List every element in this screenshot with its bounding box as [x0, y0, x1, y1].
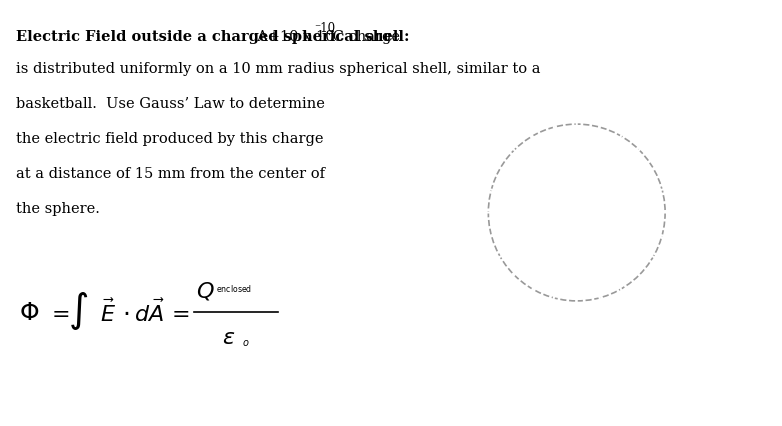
Text: $=$: $=$ [167, 302, 190, 324]
Text: $\vec{E}$: $\vec{E}$ [100, 299, 116, 326]
Text: $Q$: $Q$ [196, 279, 214, 302]
Text: the sphere.: the sphere. [16, 201, 99, 216]
Text: Electric Field outside a charged spherical shell:: Electric Field outside a charged spheric… [16, 30, 409, 44]
Text: ⁻10: ⁻10 [314, 22, 335, 35]
Text: A+10 x 10: A+10 x 10 [249, 30, 335, 44]
Text: $\Phi$: $\Phi$ [19, 301, 39, 324]
Text: $d\vec{A}$: $d\vec{A}$ [134, 299, 164, 326]
Text: is distributed uniformly on a 10 mm radius spherical shell, similar to a: is distributed uniformly on a 10 mm radi… [16, 62, 540, 76]
Text: $\int$: $\int$ [68, 290, 88, 331]
Text: the electric field produced by this charge: the electric field produced by this char… [16, 132, 323, 146]
Text: $_{o}$: $_{o}$ [242, 334, 250, 348]
Text: at a distance of 15 mm from the center of: at a distance of 15 mm from the center o… [16, 167, 325, 181]
Text: basketball.  Use Gauss’ Law to determine: basketball. Use Gauss’ Law to determine [16, 97, 325, 111]
Text: $\cdot$: $\cdot$ [122, 301, 130, 324]
Text: C charge: C charge [328, 30, 400, 44]
Text: $=$: $=$ [47, 302, 70, 324]
Text: $\varepsilon$: $\varepsilon$ [222, 326, 235, 348]
Text: $_{\mathrm{enclosed}}$: $_{\mathrm{enclosed}}$ [216, 283, 253, 295]
